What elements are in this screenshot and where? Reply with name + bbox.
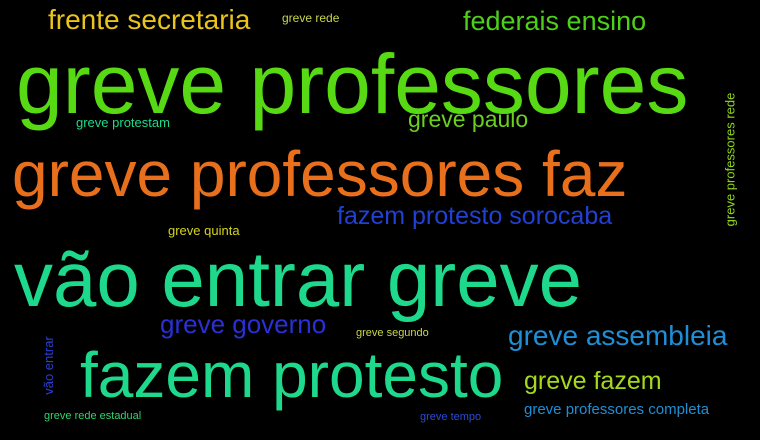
word-federais-ensino: federais ensino [463,6,647,36]
word-greve-paulo: greve paulo [408,106,529,132]
word-greve-governo: greve governo [160,309,327,339]
word-greve-segundo: greve segundo [356,327,429,339]
word-frente-secretaria: frente secretaria [48,4,251,35]
word-greve-professores-completa: greve professores completa [524,401,710,418]
word-greve-quinta: greve quinta [168,223,240,238]
word-vao-entrar-greve: vão entrar greve [14,235,582,323]
word-vao-entrar: vão entrar [40,336,56,395]
word-greve-professores-faz: greve professores faz [12,138,628,210]
word-fazem-protesto-sorocaba: fazem protesto sorocaba [337,202,613,230]
word-greve-tempo: greve tempo [420,411,482,423]
word-greve-rede-estadual: greve rede estadual [44,410,142,422]
word-greve-assembleia: greve assembleia [508,320,728,351]
word-greve-professores: greve professores [16,37,689,131]
word-greve-protestam: greve protestam [76,115,170,130]
word-greve-rede: greve rede [282,11,340,25]
word-greve-fazem: greve fazem [524,367,662,395]
word-greve-professores-rede: greve professores rede [722,92,738,227]
word-fazem-protesto: fazem protesto [80,339,504,411]
